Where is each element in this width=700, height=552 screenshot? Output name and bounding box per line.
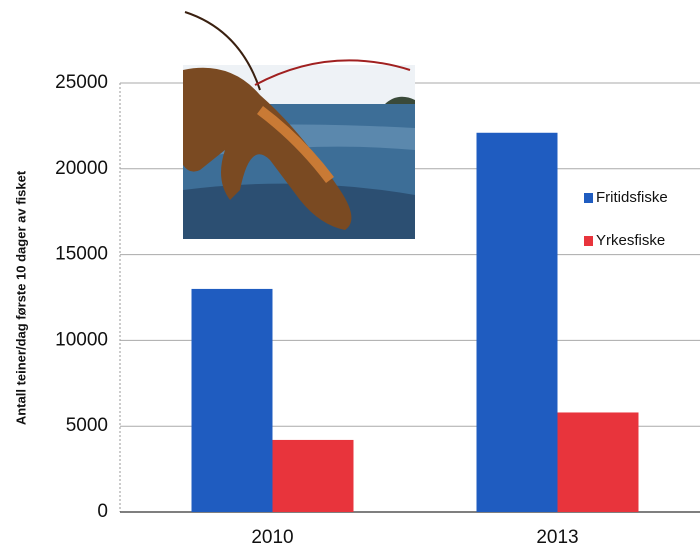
legend-label: Yrkesfiske	[596, 232, 665, 249]
x-tick-label: 2010	[251, 527, 293, 548]
y-tick-label: 20000	[55, 158, 108, 179]
photo-island	[385, 96, 415, 104]
legend-label: Fritidsfiske	[596, 189, 668, 206]
y-tick-label: 5000	[66, 415, 108, 436]
x-tick-label: 2013	[536, 527, 578, 548]
bar	[557, 412, 639, 512]
bar	[191, 288, 273, 512]
bar	[272, 439, 354, 512]
bar	[476, 132, 558, 512]
photo-lobster	[183, 67, 352, 231]
legend-swatch	[584, 193, 593, 203]
y-tick-label: 15000	[55, 244, 108, 265]
legend-swatch	[584, 236, 593, 246]
photo-antenna	[184, 11, 261, 91]
y-tick-label: 0	[97, 501, 108, 522]
y-tick-label: 10000	[55, 329, 108, 350]
photo-wave	[183, 183, 415, 239]
photo	[183, 11, 415, 239]
photo-claw	[256, 106, 334, 184]
y-tick-label: 25000	[55, 72, 108, 93]
marks: 0 5000 10000 15000 20000 25000 2010 2013 Fritids…	[55, 72, 668, 548]
y-axis-label: Antall teiner/dag første 10 dager av fis…	[13, 170, 28, 425]
photo-antenna	[254, 59, 411, 86]
